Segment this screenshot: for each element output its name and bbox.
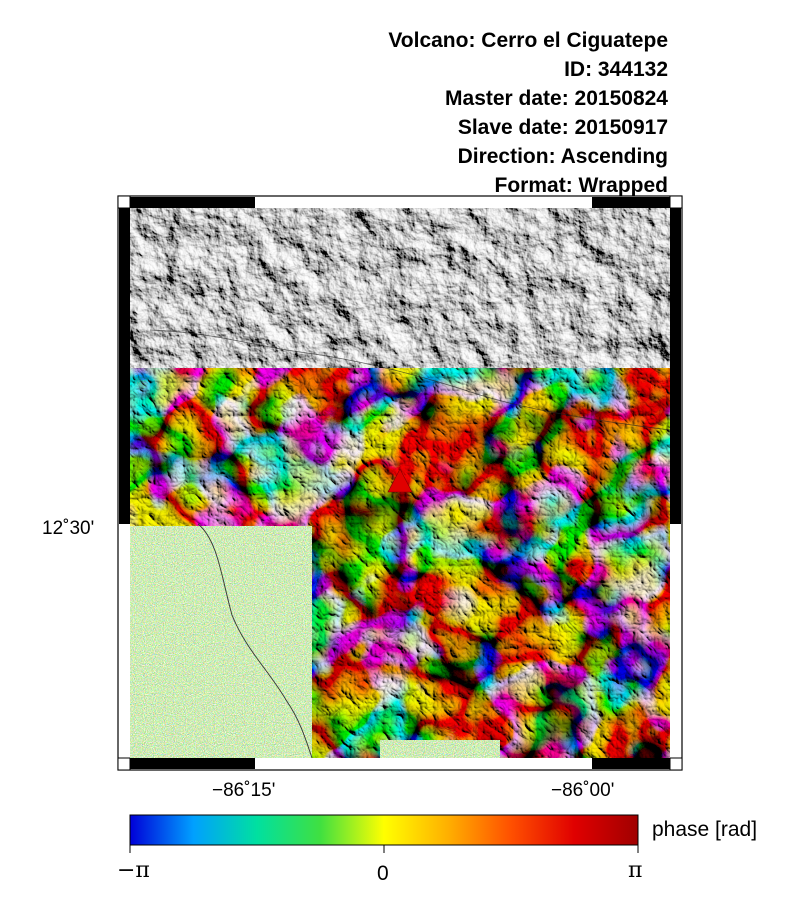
volcano-title: Volcano: Cerro el Ciguatepe bbox=[388, 29, 668, 52]
colorbar-gradient bbox=[129, 814, 639, 846]
volcano-triangle-icon bbox=[387, 468, 413, 493]
lat-tick-label: 12˚30' bbox=[42, 518, 95, 539]
colorbar bbox=[129, 814, 639, 853]
lon-tick-label-2: −86˚00' bbox=[551, 780, 615, 801]
lon-tick-label-1: −86˚15' bbox=[212, 780, 276, 801]
noise-region-bottom bbox=[380, 740, 500, 758]
colorbar-tick-minus-pi: −π bbox=[117, 858, 150, 883]
master-date: Master date: 20150824 bbox=[445, 87, 668, 110]
colorbar-tick-zero: 0 bbox=[377, 862, 389, 885]
colorbar-title: phase [rad] bbox=[652, 818, 758, 841]
interferogram-swath bbox=[130, 368, 670, 758]
noise-region bbox=[130, 526, 312, 758]
shoreline bbox=[197, 523, 313, 758]
slave-date: Slave date: 20150917 bbox=[457, 116, 668, 139]
map-area bbox=[130, 208, 670, 758]
map-header: Volcano: Cerro el Ciguatepe ID: 344132 M… bbox=[388, 26, 668, 200]
data-format: Format: Wrapped bbox=[494, 174, 668, 197]
interferogram-id: ID: 344132 bbox=[564, 58, 668, 81]
colorbar-tick-pi: π bbox=[628, 858, 643, 883]
orbit-direction: Direction: Ascending bbox=[457, 145, 668, 168]
road-line bbox=[149, 329, 670, 431]
